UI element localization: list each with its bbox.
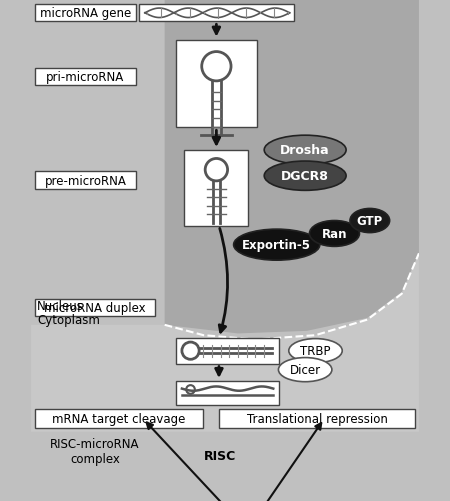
FancyBboxPatch shape: [139, 5, 294, 23]
Text: Nucleus: Nucleus: [37, 300, 84, 313]
FancyBboxPatch shape: [176, 447, 314, 501]
FancyBboxPatch shape: [176, 381, 279, 405]
FancyBboxPatch shape: [35, 409, 202, 428]
Text: RISC: RISC: [203, 449, 236, 462]
FancyBboxPatch shape: [184, 150, 248, 226]
Text: pre-microRNA: pre-microRNA: [45, 174, 126, 187]
Text: DGCR8: DGCR8: [281, 170, 329, 183]
Text: pri-microRNA: pri-microRNA: [46, 71, 125, 84]
FancyBboxPatch shape: [176, 41, 257, 128]
Text: GTP: GTP: [357, 214, 383, 227]
Ellipse shape: [310, 221, 360, 247]
Text: TRBP: TRBP: [300, 345, 331, 357]
Ellipse shape: [279, 358, 332, 382]
FancyBboxPatch shape: [176, 338, 279, 364]
Text: Ran: Ran: [322, 227, 347, 240]
Ellipse shape: [289, 339, 342, 363]
FancyBboxPatch shape: [35, 300, 155, 317]
Text: Translational repression: Translational repression: [247, 412, 387, 425]
Text: Drosha: Drosha: [280, 144, 330, 157]
FancyBboxPatch shape: [35, 69, 136, 86]
Polygon shape: [31, 254, 419, 432]
Text: RISC-microRNA
complex: RISC-microRNA complex: [50, 437, 140, 465]
FancyBboxPatch shape: [219, 409, 415, 428]
Text: Dicer: Dicer: [290, 363, 321, 376]
Text: Cytoplasm: Cytoplasm: [37, 314, 100, 327]
FancyBboxPatch shape: [35, 172, 136, 189]
Ellipse shape: [350, 209, 390, 233]
FancyBboxPatch shape: [35, 434, 155, 467]
Text: microRNA duplex: microRNA duplex: [44, 302, 146, 315]
Text: microRNA gene: microRNA gene: [40, 8, 131, 20]
FancyBboxPatch shape: [35, 5, 136, 23]
Ellipse shape: [234, 229, 320, 261]
Ellipse shape: [264, 136, 346, 165]
Ellipse shape: [264, 162, 346, 191]
Text: Exportin-5: Exportin-5: [242, 238, 311, 252]
Text: mRNA target cleavage: mRNA target cleavage: [52, 412, 185, 425]
Polygon shape: [165, 0, 419, 334]
